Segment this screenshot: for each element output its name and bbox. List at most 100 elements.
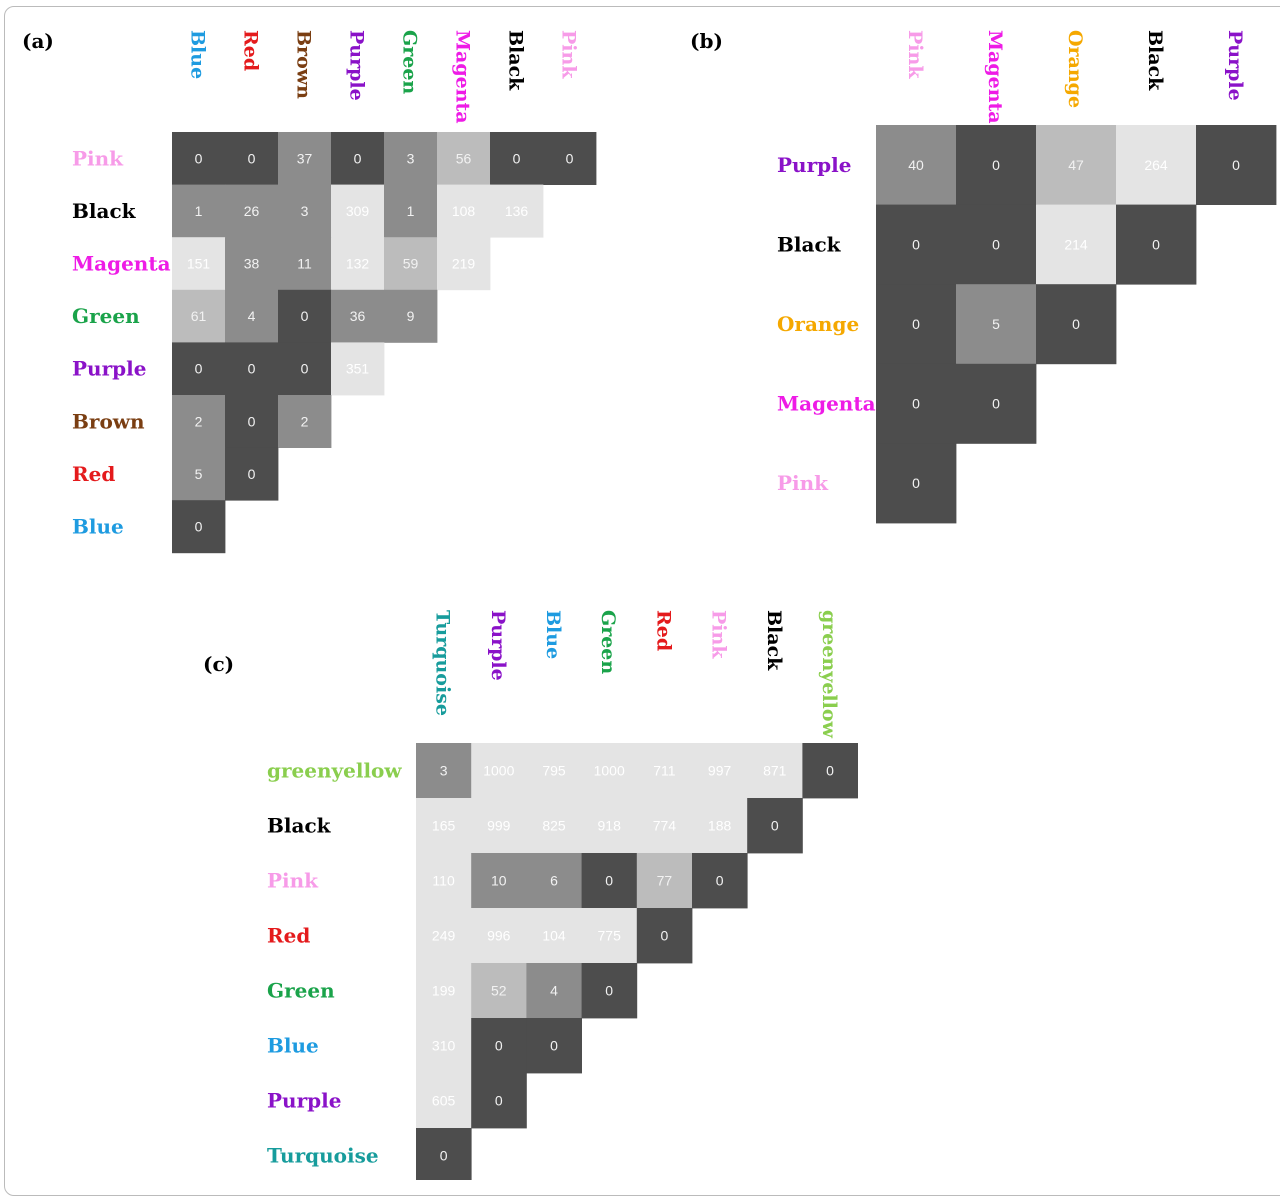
cell-value-label: 0: [513, 150, 521, 166]
column-label-blue: Blue: [542, 610, 564, 659]
heatmap-cell: [172, 447, 226, 501]
heatmap-cell: [384, 184, 438, 238]
heatmap-cell: [278, 395, 332, 448]
row-label-red: Red: [267, 924, 310, 948]
heatmap-cell: [1116, 204, 1197, 285]
cell-value-label: 996: [487, 928, 511, 944]
cell-value-label: 997: [708, 763, 732, 779]
cell-value-label: 0: [495, 1038, 503, 1054]
cell-value-label: 711: [653, 763, 676, 779]
cell-value-label: 264: [1144, 157, 1168, 173]
cell-value-label: 77: [657, 873, 673, 889]
cell-value-label: 52: [491, 983, 507, 999]
heatmap-cell: [956, 204, 1037, 285]
heatmap-cell: [802, 743, 858, 799]
cell-value-label: 188: [708, 818, 732, 834]
cell-value-label: 56: [456, 150, 472, 166]
cell-value-label: 3: [301, 203, 309, 219]
cell-value-label: 0: [912, 475, 920, 491]
row-label-green: Green: [72, 304, 140, 328]
heatmap-cell: [172, 289, 226, 343]
cell-value-label: 0: [248, 413, 256, 429]
heatmap-cell: [956, 125, 1037, 205]
row-label-black: Black: [267, 814, 332, 838]
heatmap-cell: [956, 363, 1037, 444]
cell-value-label: 1: [195, 203, 203, 219]
heatmap-cell: [1036, 284, 1117, 365]
cell-value-label: 0: [440, 1148, 448, 1164]
heatmap-cell: [331, 342, 385, 396]
cell-value-label: 110: [432, 873, 455, 889]
heatmap-cell: [636, 743, 693, 799]
cell-value-label: 214: [1064, 236, 1088, 252]
cell-value-label: 0: [992, 157, 1000, 173]
row-label-pink: Pink: [777, 471, 829, 495]
row-label-black: Black: [72, 199, 137, 223]
cell-value-label: 2: [195, 413, 203, 429]
heatmap-cell: [581, 798, 638, 854]
cell-value-label: 774: [653, 818, 677, 834]
heatmap-cell: [526, 1018, 582, 1074]
cell-value-label: 5: [992, 316, 1000, 332]
heatmap-cell: [747, 798, 803, 854]
column-label-purple: Purple: [1224, 30, 1246, 101]
cell-value-label: 136: [505, 203, 529, 219]
cell-value-label: 0: [912, 236, 920, 252]
row-label-green: Green: [267, 979, 335, 1003]
cell-value-label: 0: [195, 361, 203, 377]
row-label-pink: Pink: [267, 869, 319, 893]
heatmap-cell: [278, 342, 332, 396]
cell-value-label: 0: [992, 236, 1000, 252]
cell-value-label: 795: [542, 763, 566, 779]
cell-value-label: 5: [195, 466, 203, 482]
heatmap-cell: [526, 853, 582, 909]
cell-value-label: 871: [763, 763, 787, 779]
column-label-purple: Purple: [487, 610, 509, 681]
heatmap-cell: [471, 1018, 527, 1074]
heatmap-cell: [172, 342, 226, 396]
row-label-orange: Orange: [777, 312, 859, 336]
column-label-blue: Blue: [187, 30, 209, 79]
heatmap-cell: [225, 184, 279, 238]
cell-value-label: 47: [1068, 157, 1084, 173]
heatmap-cell: [747, 743, 803, 799]
heatmap-cell: [437, 132, 491, 185]
cell-value-label: 61: [191, 308, 207, 324]
row-label-brown: Brown: [72, 409, 145, 433]
column-label-turquoise: Turquoise: [432, 610, 454, 716]
heatmap-cell: [526, 963, 582, 1019]
heatmap-cell: [581, 963, 638, 1019]
heatmap-cell: [1196, 125, 1277, 205]
heatmap-cell: [437, 184, 491, 238]
row-label-purple: Purple: [267, 1089, 341, 1113]
heatmap-cell: [692, 798, 748, 854]
row-label-pink: Pink: [72, 146, 124, 170]
cell-value-label: 11: [297, 256, 312, 272]
heatmap-cell: [956, 284, 1037, 365]
row-label-magenta: Magenta: [777, 392, 876, 416]
cell-value-label: 37: [297, 150, 313, 166]
cell-value-label: 36: [350, 308, 366, 324]
heatmap-cell: [416, 798, 472, 854]
heatmap-cell: [416, 963, 472, 1019]
cell-value-label: 309: [346, 203, 370, 219]
heatmap-cell: [384, 132, 438, 185]
heatmap-cell: [636, 853, 693, 909]
cell-value-label: 0: [195, 150, 203, 166]
heatmap-cell: [543, 132, 597, 185]
cell-value-label: 351: [346, 361, 370, 377]
cell-value-label: 199: [432, 983, 456, 999]
cell-value-label: 0: [195, 519, 203, 535]
heatmap-cell: [278, 132, 332, 185]
cell-value-label: 0: [495, 1093, 503, 1109]
cell-value-label: 0: [301, 308, 309, 324]
cell-value-label: 1000: [483, 763, 514, 779]
cell-value-label: 775: [598, 928, 622, 944]
cell-value-label: 310: [432, 1038, 456, 1054]
row-label-turquoise: Turquoise: [267, 1144, 379, 1168]
panel-label: (b): [690, 29, 723, 53]
cell-value-label: 0: [771, 818, 779, 834]
cell-value-label: 0: [605, 983, 613, 999]
cell-value-label: 0: [912, 316, 920, 332]
